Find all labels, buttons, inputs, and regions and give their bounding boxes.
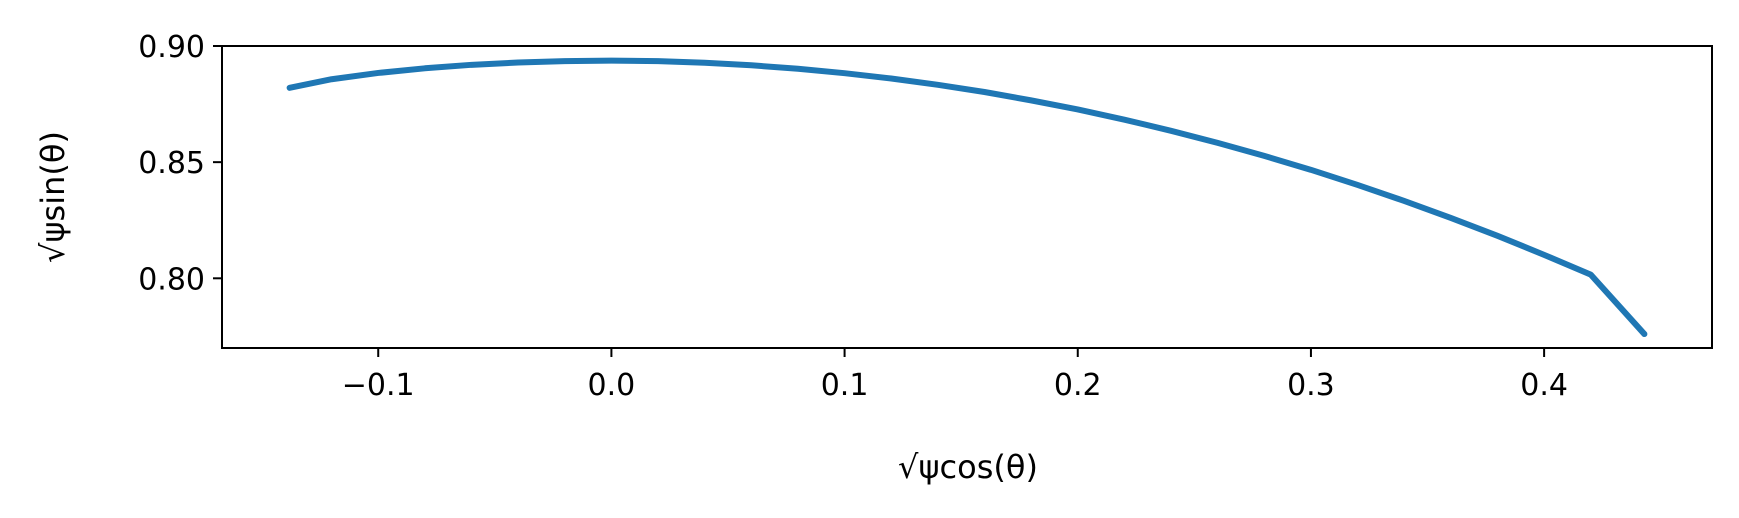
x-axis-label: √ψcos(θ)	[898, 448, 1038, 486]
y-axis-label: √ψsin(θ)	[34, 131, 72, 263]
x-tick-label: −0.1	[342, 368, 415, 403]
series-layer	[286, 57, 1648, 338]
x-tick-label: 0.3	[1287, 368, 1335, 403]
plot-area	[221, 45, 1713, 349]
x-axis: −0.1 0.0 0.1 0.2 0.3 0.4	[342, 348, 1568, 403]
x-tick-label: 0.4	[1520, 368, 1568, 403]
x-tick-label: 0.0	[588, 368, 636, 403]
x-tick-label: 0.1	[821, 368, 869, 403]
y-tick-label: 0.85	[138, 146, 205, 181]
y-axis: 0.80 0.85 0.90	[138, 30, 222, 297]
series-line-0	[286, 57, 1648, 338]
axes-frame	[221, 45, 1713, 349]
y-tick-label: 0.90	[138, 30, 205, 65]
x-tick-label: 0.2	[1054, 368, 1102, 403]
y-tick-label: 0.80	[138, 262, 205, 297]
